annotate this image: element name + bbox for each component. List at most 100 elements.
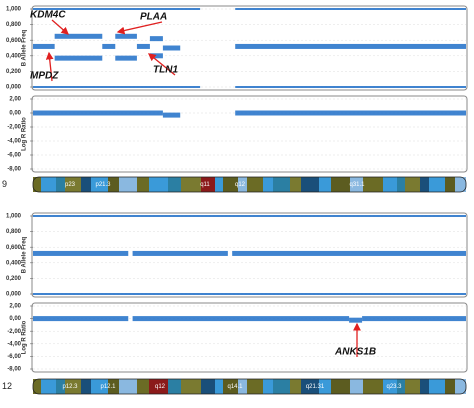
annotation-label: ANKS1B xyxy=(334,347,376,358)
data-band xyxy=(33,86,201,88)
ideogram-segment xyxy=(263,379,273,394)
ideogram-segment xyxy=(290,177,301,192)
y-tick-label: -6,00 xyxy=(7,354,21,360)
data-band xyxy=(54,33,103,39)
ideogram-segment xyxy=(119,177,137,192)
ideogram-segment xyxy=(238,177,247,192)
band-label: p23 xyxy=(65,182,76,188)
annotation-label: KDM4C xyxy=(30,10,66,21)
ideogram-segment xyxy=(263,177,273,192)
y-tick-label: 2,00 xyxy=(9,304,21,310)
ideogram-segment xyxy=(56,177,65,192)
y-tick-label: -2,00 xyxy=(7,329,21,335)
ideogram-segment xyxy=(455,379,466,394)
band-label: q11 xyxy=(200,182,210,188)
band-label: q12 xyxy=(235,182,246,188)
band-label: q23.3 xyxy=(386,384,402,390)
data-band xyxy=(33,250,129,256)
y-tick-label: 0,200 xyxy=(6,69,22,75)
ideogram-segment xyxy=(149,379,168,394)
plot-frame xyxy=(31,302,468,373)
y-tick-label: 0,200 xyxy=(6,276,22,282)
ideogram-segment xyxy=(273,177,290,192)
ideogram-segment xyxy=(383,379,397,394)
data-band xyxy=(235,8,466,10)
ideogram-segment xyxy=(137,379,149,394)
ideogram-segment xyxy=(168,379,181,394)
ideogram-outline xyxy=(32,378,467,395)
band-label: q21.31 xyxy=(306,384,325,390)
ideogram-segment xyxy=(33,177,41,192)
ideogram-segment xyxy=(65,379,81,394)
ideogram-segment xyxy=(137,177,149,192)
data-band xyxy=(162,45,181,51)
annotation-arrow xyxy=(51,19,69,35)
y-tick-label: -8,00 xyxy=(7,367,21,373)
ideogram-segment xyxy=(65,177,81,192)
data-band xyxy=(132,250,228,256)
ideogram-segment xyxy=(215,379,223,394)
ideogram-segment xyxy=(397,379,405,394)
ideogram-segment xyxy=(445,177,455,192)
band-label: q12 xyxy=(155,384,166,390)
y-tick-label: 0,00 xyxy=(9,316,21,322)
y-tick-label: -6,00 xyxy=(7,153,21,159)
data-band xyxy=(149,36,163,42)
band-label: q31.1 xyxy=(349,182,365,188)
ideogram-segment xyxy=(420,379,429,394)
ideogram-segment xyxy=(247,379,263,394)
ideogram-segment xyxy=(223,379,238,394)
y-tick-label: 0,800 xyxy=(6,22,22,28)
ideogram-segment xyxy=(363,379,383,394)
data-band xyxy=(33,215,466,217)
band-label: p12.3 xyxy=(62,384,78,390)
y-axis-title: B Allele Freq xyxy=(22,236,28,273)
ideogram-segment xyxy=(429,177,445,192)
annotation-label: PLAA xyxy=(140,12,167,23)
chromosome-number: 9 xyxy=(2,179,7,189)
chromosome-number: 12 xyxy=(2,381,12,391)
ideogram-segment xyxy=(81,177,91,192)
ideogram-segment xyxy=(445,379,455,394)
data-band xyxy=(33,43,55,49)
ideogram-segment xyxy=(363,177,383,192)
ideogram-segment xyxy=(429,379,445,394)
ideogram-segment xyxy=(201,379,215,394)
ideogram-segment xyxy=(319,177,331,192)
y-tick-label: 0,600 xyxy=(6,38,22,44)
ideogram-segment xyxy=(247,177,263,192)
data-band xyxy=(33,8,201,10)
y-tick-label: 0,400 xyxy=(6,260,22,266)
y-tick-label: -4,00 xyxy=(7,139,21,145)
y-tick-label: -8,00 xyxy=(7,167,21,173)
data-band xyxy=(132,316,350,322)
data-band xyxy=(33,293,466,295)
ideogram-segment xyxy=(181,379,201,394)
band-label: p21.3 xyxy=(95,182,111,188)
y-axis-title: Log R Ratio xyxy=(22,117,28,151)
data-band xyxy=(33,316,129,322)
ideogram-segment xyxy=(41,379,56,394)
data-band xyxy=(115,33,137,39)
ideogram-segment xyxy=(383,177,397,192)
ideogram-segment xyxy=(108,177,119,192)
annotation-label: MPDZ xyxy=(30,71,59,82)
ideogram-segment xyxy=(33,379,41,394)
ideogram-segment xyxy=(108,379,119,394)
ideogram-segment xyxy=(215,177,223,192)
y-tick-label: 1,000 xyxy=(6,214,22,220)
ideogram-segment xyxy=(91,379,108,394)
band-label: q14.1 xyxy=(227,384,243,390)
annotation-arrow xyxy=(116,21,163,35)
ideogram-segment xyxy=(405,177,420,192)
y-tick-label: 0,00 xyxy=(9,111,21,117)
ideogram-segment xyxy=(41,177,56,192)
ideogram-segment xyxy=(238,379,247,394)
ideogram-segment xyxy=(350,177,363,192)
plot-frame xyxy=(31,95,468,173)
ideogram-segment xyxy=(273,379,290,394)
ideogram-segment xyxy=(181,177,201,192)
annotation-arrow xyxy=(45,51,54,82)
ideogram-outline xyxy=(32,176,467,193)
y-tick-label: 0,000 xyxy=(6,85,22,91)
